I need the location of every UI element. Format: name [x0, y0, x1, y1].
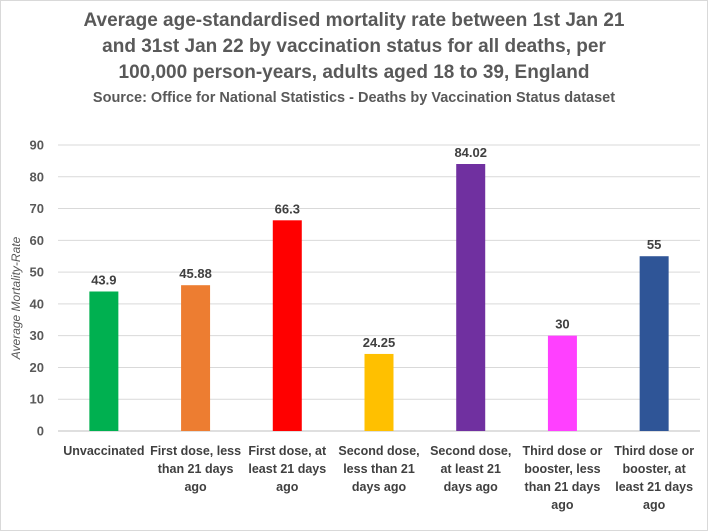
bar — [547, 335, 577, 431]
chart-title: Average age-standardised mortality rate … — [0, 8, 708, 86]
bar — [456, 164, 486, 431]
data-label: 55 — [647, 237, 661, 252]
category-label: Unvaccinated — [63, 444, 144, 458]
bar — [89, 291, 119, 431]
y-axis-label: Average Mortality-Rate — [9, 236, 23, 360]
y-tick-label: 70 — [30, 201, 44, 216]
category-label: Third dose or booster, at least 21 days ago — [614, 444, 694, 512]
y-tick-label: 20 — [30, 360, 44, 375]
data-label: 24.25 — [363, 335, 396, 350]
category-label: First dose, at least 21 days ago — [248, 444, 327, 494]
data-label: 45.88 — [179, 266, 212, 281]
data-label: 66.3 — [275, 201, 300, 216]
data-label: 84.02 — [454, 145, 487, 160]
bar — [181, 285, 211, 431]
category-label: Third dose or booster, less than 21 days ag… — [522, 444, 602, 512]
category-label: First dose, less than 21 days ago — [150, 444, 241, 494]
chart-title-line-3: 100,000 person-years, adults aged 18 to … — [118, 62, 590, 83]
y-tick-label: 30 — [30, 328, 44, 343]
data-label: 43.9 — [91, 272, 116, 287]
bar — [272, 220, 302, 431]
y-tick-label: 60 — [30, 233, 44, 248]
y-tick-label: 50 — [30, 265, 44, 280]
y-tick-label: 80 — [30, 169, 44, 184]
y-tick-label: 90 — [30, 138, 44, 153]
category-label: Second dose, at least 21 days ago — [430, 444, 511, 494]
chart-title-line-1: Average age-standardised mortality rate … — [83, 10, 625, 31]
chart-title-line-2: and 31st Jan 22 by vaccination status fo… — [102, 36, 606, 57]
data-label: 30 — [555, 317, 569, 332]
category-label: Second dose, less than 21 days ago — [338, 444, 419, 494]
chart-subtitle: Source: Office for National Statistics -… — [92, 90, 616, 106]
y-tick-label: 40 — [30, 296, 44, 311]
bar — [364, 353, 394, 431]
bar — [639, 256, 669, 431]
y-tick-label: 0 — [37, 424, 44, 439]
y-tick-label: 10 — [30, 392, 44, 407]
